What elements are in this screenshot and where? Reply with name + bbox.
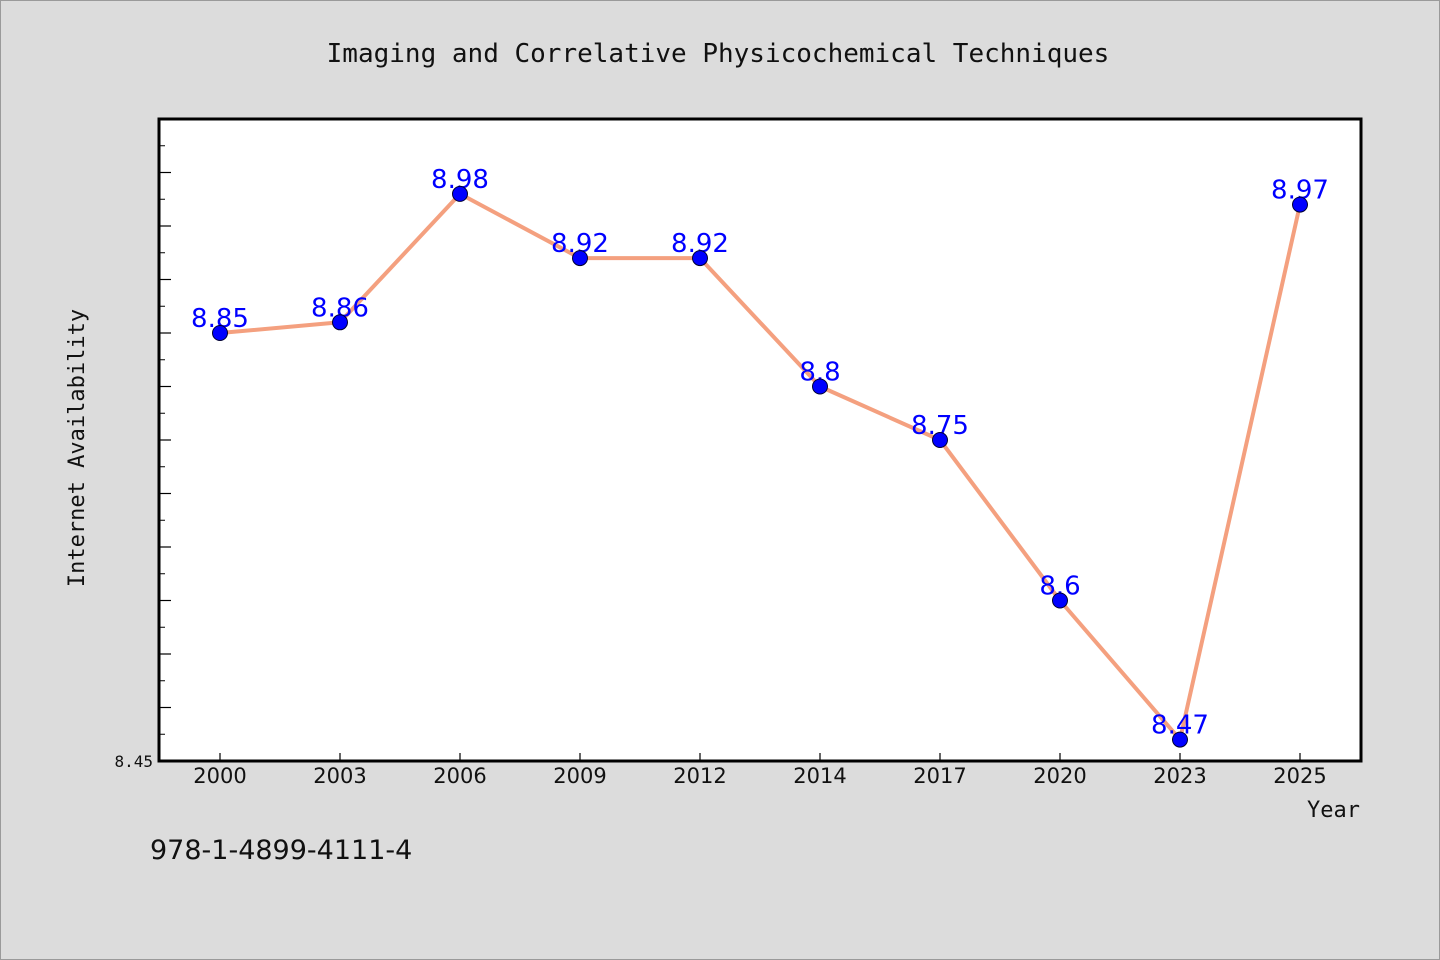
data-labels: 8.85 8.868.988.92 8.928.88.758.68.478.97 xyxy=(191,165,1329,741)
x-axis-ticks: 2000 2003 2006 2009 2012 2014 2017 2020 2023 2025 xyxy=(193,753,1327,788)
plot-area xyxy=(159,119,1361,761)
data-point xyxy=(332,314,348,331)
x-tick-label: 2006 xyxy=(433,764,486,788)
y-axis-ticks: 8.45 xyxy=(114,145,171,771)
x-tick-label: 2003 xyxy=(313,764,366,788)
data-point xyxy=(572,250,588,267)
x-axis-label: Year xyxy=(1307,798,1360,823)
series-layer xyxy=(218,191,1302,742)
data-point xyxy=(452,185,468,202)
data-point xyxy=(692,250,708,267)
chart-title: Imaging and Correlative Physicochemical … xyxy=(327,39,1110,69)
x-tick-label: 2000 xyxy=(193,764,246,788)
y-tick-label: 8.45 xyxy=(114,752,153,771)
x-tick-label: 2009 xyxy=(553,764,606,788)
data-point xyxy=(932,432,948,448)
data-markers xyxy=(212,185,1308,748)
x-tick-label: 2012 xyxy=(673,764,726,788)
data-point xyxy=(1172,731,1188,748)
x-tick-label: 2020 xyxy=(1033,764,1086,788)
x-tick-label: 2025 xyxy=(1273,764,1326,788)
x-tick-label: 2017 xyxy=(913,764,966,788)
data-point xyxy=(1292,196,1308,213)
data-point xyxy=(812,378,828,395)
x-tick-label: 2023 xyxy=(1153,764,1206,788)
x-tick-label: 2014 xyxy=(793,764,846,788)
data-point xyxy=(212,325,228,341)
data-point xyxy=(1052,592,1068,609)
y-axis-label: Internet Availability xyxy=(65,309,90,587)
series-line xyxy=(218,191,1302,742)
isbn-text: 978-1-4899-4111-4 xyxy=(150,835,413,866)
